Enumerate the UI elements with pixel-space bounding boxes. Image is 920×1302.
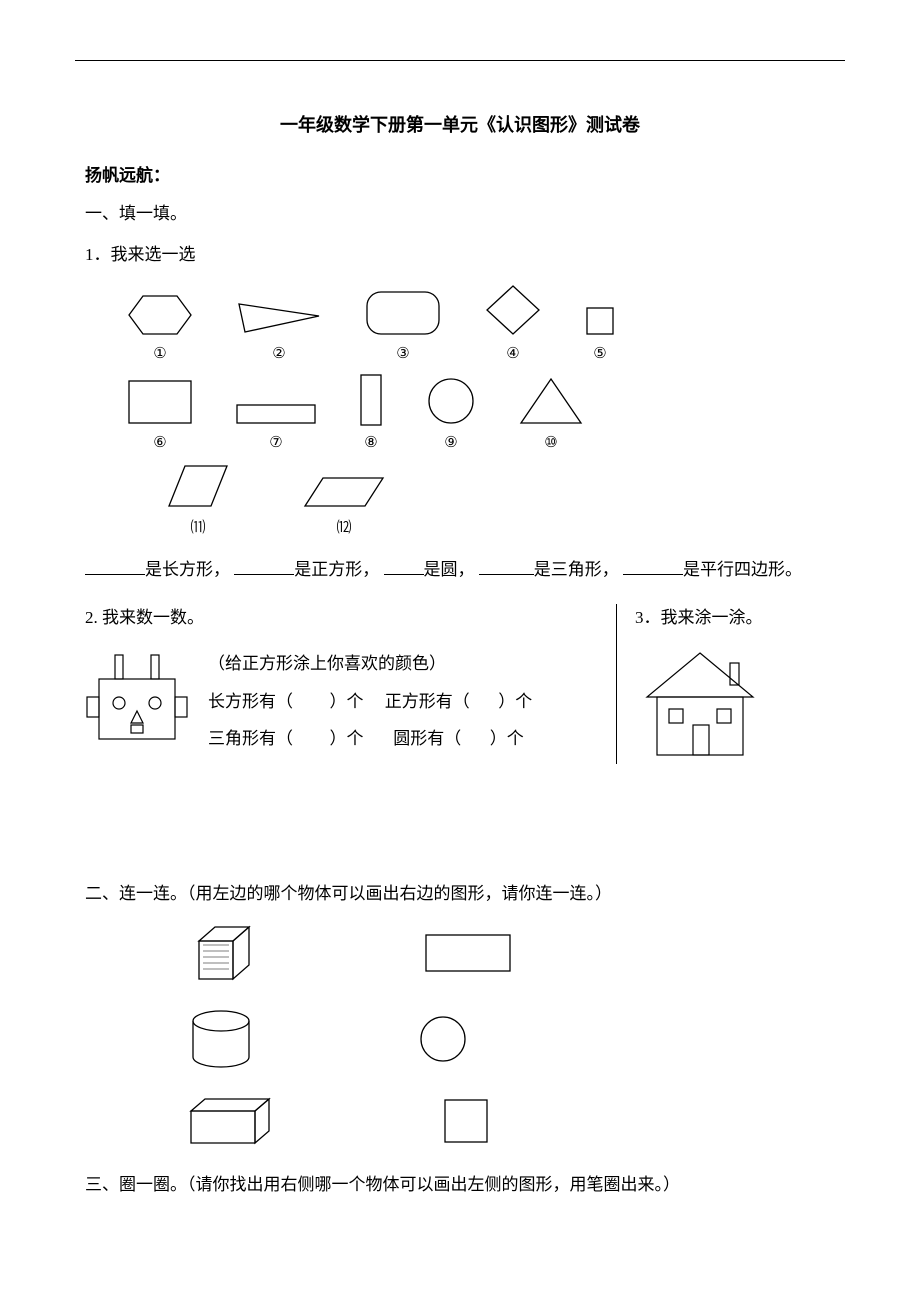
tall-rect-icon — [357, 373, 385, 427]
label-6: ⑥ — [153, 433, 166, 452]
q2-l2b: ）个 — [330, 729, 364, 748]
q2-content: （给正方形涂上你喜欢的颜色） 长方形有（ ）个 正方形有（ ）个 三角形有（ ） — [85, 645, 598, 757]
q2-l1a: 长方形有（ — [208, 692, 293, 711]
cylinder-3d-icon — [185, 1007, 257, 1071]
cube-3d-icon — [185, 921, 263, 985]
parallelogram-2-icon — [301, 474, 387, 510]
shape-tall-rect: ⑧ — [357, 373, 385, 452]
shapes-row-2: ⑥ ⑦ ⑧ ⑨ ⑩ — [125, 373, 835, 452]
label-11: ⑾ — [190, 516, 205, 537]
q2-l1c: 正方形有（ — [385, 692, 470, 711]
parallelogram-1-icon — [165, 462, 231, 510]
q1-answer-line: 是长方形， 是正方形， 是圆， 是三角形， 是平行四边形。 — [85, 555, 835, 586]
page: 一年级数学下册第一单元《认识图形》测试卷 扬帆远航： 一、填一填。 1．我来选一… — [0, 0, 920, 1302]
circle-icon — [425, 375, 477, 427]
shape-thin-triangle: ② — [235, 298, 323, 363]
t-tri: 是三角形， — [534, 560, 619, 579]
t-rect: 是长方形， — [145, 560, 230, 579]
circle-outline-icon — [417, 1013, 469, 1065]
top-rule — [75, 60, 845, 61]
q2-hint: （给正方形涂上你喜欢的颜色） — [208, 645, 532, 682]
shape-wide-rect: ⑦ — [235, 401, 317, 452]
divider-vertical — [616, 604, 617, 764]
shape-rect: ⑥ — [125, 377, 195, 452]
small-square-icon — [583, 304, 617, 338]
label-4: ④ — [506, 344, 519, 363]
label-2: ② — [272, 344, 285, 363]
match-row-3 — [185, 1093, 835, 1149]
shape-hexagon: ① — [125, 292, 195, 363]
rect-outline-icon — [423, 932, 513, 974]
blank-square[interactable] — [234, 557, 294, 575]
hexagon-icon — [125, 292, 195, 338]
q2-text: （给正方形涂上你喜欢的颜色） 长方形有（ ）个 正方形有（ ）个 三角形有（ ） — [208, 645, 532, 757]
q2-l2a: 三角形有（ — [208, 729, 293, 748]
blank-tri[interactable] — [479, 557, 534, 575]
q3-num: 3．我来涂一涂。 — [635, 604, 835, 631]
blank-para[interactable] — [623, 557, 683, 575]
q2-num: 2. 我来数一数。 — [85, 604, 598, 631]
q2-block: 2. 我来数一数。 — [85, 604, 598, 757]
section2-heading: 二、连一连。（用左边的哪个物体可以画出右边的图形，请你连一连。） — [85, 880, 835, 907]
document-title: 一年级数学下册第一单元《认识图形》测试卷 — [85, 111, 835, 137]
wide-rect-icon — [235, 401, 317, 427]
label-10: ⑩ — [544, 433, 557, 452]
triangle-icon — [517, 375, 585, 427]
shapes-row-1: ① ② ③ ④ ⑤ — [125, 282, 835, 363]
rounded-rect-icon — [363, 288, 443, 338]
shape-small-square: ⑤ — [583, 304, 617, 363]
label-1: ① — [153, 344, 166, 363]
nav-heading: 扬帆远航： — [85, 161, 835, 186]
shapes-row-3: ⑾ ⑿ — [165, 462, 835, 537]
q2-q3-row: 2. 我来数一数。 — [85, 604, 835, 770]
q2-l2d: ）个 — [490, 729, 524, 748]
t-para: 是平行四边形。 — [683, 560, 802, 579]
label-3: ③ — [396, 344, 409, 363]
diamond-icon — [483, 282, 543, 338]
q2-l2c: 圆形有（ — [393, 729, 461, 748]
section1-heading: 一、填一填。 — [85, 200, 835, 227]
shape-triangle: ⑩ — [517, 375, 585, 452]
label-8: ⑧ — [364, 433, 377, 452]
section3-heading: 三、圈一圈。（请你找出用右侧哪一个物体可以画出左侧的图形，用笔圈出来。） — [85, 1171, 835, 1198]
shape-diamond: ④ — [483, 282, 543, 363]
q2-l1d: ）个 — [498, 692, 532, 711]
label-7: ⑦ — [269, 433, 282, 452]
robot-icon — [85, 645, 190, 755]
cuboid-3d-icon — [185, 1093, 281, 1149]
square-outline-icon — [441, 1096, 491, 1146]
match-row-2 — [185, 1007, 835, 1071]
shape-circle: ⑨ — [425, 375, 477, 452]
thin-triangle-icon — [235, 298, 323, 338]
house-icon — [635, 645, 765, 765]
rectangle-icon — [125, 377, 195, 427]
q1-prompt: 1．我来选一选 — [85, 241, 835, 268]
blank-rect[interactable] — [85, 557, 145, 575]
shape-parallelogram-2: ⑿ — [301, 474, 387, 537]
t-circle: 是圆， — [424, 560, 475, 579]
q3-block: 3．我来涂一涂。 — [635, 604, 835, 770]
t-square: 是正方形， — [294, 560, 379, 579]
shape-parallelogram-1: ⑾ — [165, 462, 231, 537]
q2-l1b: ）个 — [330, 692, 364, 711]
label-12: ⑿ — [336, 516, 351, 537]
label-9: ⑨ — [444, 433, 457, 452]
label-5: ⑤ — [593, 344, 606, 363]
shape-rounded-rect: ③ — [363, 288, 443, 363]
blank-circle[interactable] — [384, 557, 424, 575]
match-row-1 — [185, 921, 835, 985]
